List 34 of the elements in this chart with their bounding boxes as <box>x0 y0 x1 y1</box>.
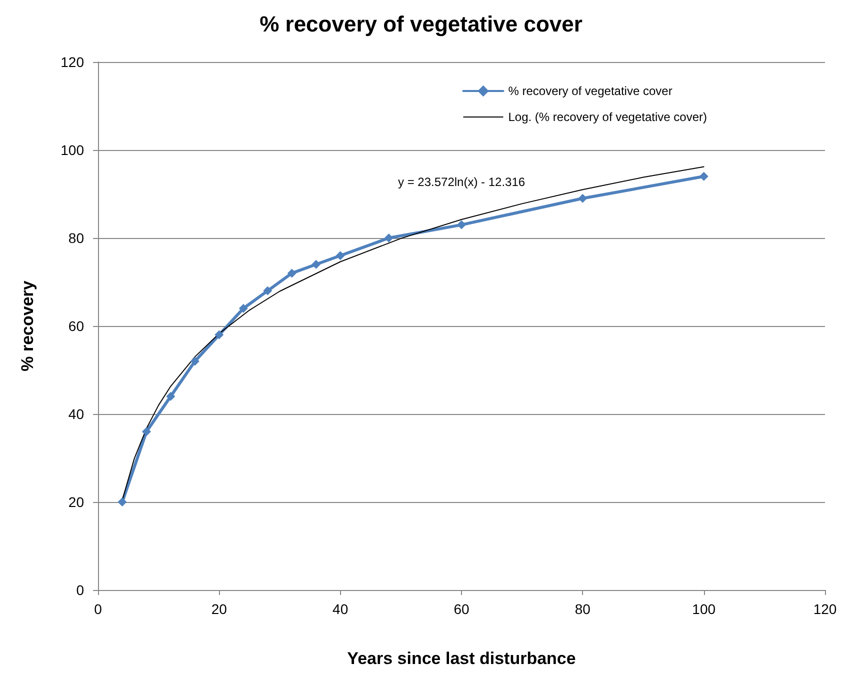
x-tick-label: 120 <box>813 601 837 617</box>
point <box>118 498 127 506</box>
point <box>384 234 394 242</box>
point <box>238 304 248 313</box>
x-tick-label: 80 <box>574 601 591 617</box>
point <box>457 220 466 230</box>
x-tick-label: 20 <box>211 601 228 617</box>
point <box>214 330 224 340</box>
x-tick-label: 100 <box>692 601 716 617</box>
point <box>287 268 296 278</box>
legend-label: Log. (% recovery of vegetative cover) <box>508 110 708 124</box>
y-tick-label: 0 <box>76 582 84 598</box>
y-tick-label: 20 <box>68 494 84 510</box>
y-tick-label: 40 <box>68 406 84 422</box>
chart-title: % recovery of vegetative cover <box>260 12 583 36</box>
annotation: y = 23.572ln(x) - 12.316 <box>398 175 526 189</box>
y-tick-label: 100 <box>60 142 84 158</box>
y-tick-label: 120 <box>60 54 84 70</box>
point <box>312 260 321 269</box>
x-axis-title: Years since last disturbance <box>347 649 576 668</box>
legend-label: % recovery of vegetative cover <box>508 84 672 98</box>
point <box>190 356 200 366</box>
point <box>263 286 272 296</box>
x-tick-label: 40 <box>332 601 348 617</box>
x-tick-label: 0 <box>94 601 102 617</box>
point <box>166 392 176 401</box>
y-tick-label: 60 <box>68 318 84 334</box>
x-tick-label: 60 <box>454 601 470 617</box>
y-axis-title: % recovery <box>18 280 37 372</box>
point <box>578 194 588 203</box>
point <box>336 251 345 260</box>
point <box>699 172 708 181</box>
point <box>142 427 151 436</box>
y-tick-label: 80 <box>68 230 84 246</box>
